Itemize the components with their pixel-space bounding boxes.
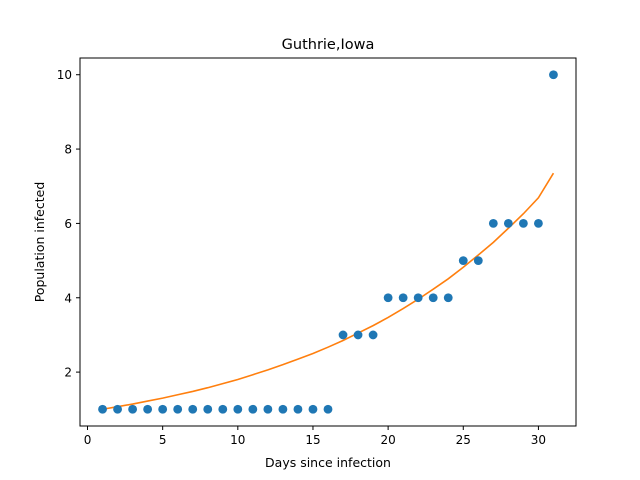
data-point: [158, 404, 168, 414]
data-point: [428, 293, 438, 303]
data-point: [143, 404, 153, 414]
x-tick-label: 15: [305, 433, 320, 447]
data-point: [458, 256, 468, 265]
data-point: [308, 404, 318, 414]
y-tick-label: 2: [64, 366, 72, 380]
data-point: [113, 404, 122, 414]
data-point: [263, 404, 273, 414]
data-point: [323, 404, 333, 414]
x-tick-label: 5: [159, 433, 167, 447]
x-tick-label: 20: [380, 433, 395, 447]
data-point: [398, 293, 408, 303]
data-point: [549, 70, 558, 80]
axes-frame: [79, 57, 577, 427]
data-point: [188, 404, 198, 414]
data-point: [233, 404, 243, 414]
data-point: [413, 293, 423, 303]
y-axis-label: Population infected: [32, 182, 47, 303]
data-point: [173, 404, 183, 414]
data-point: [534, 219, 543, 228]
y-tick-label: 6: [64, 217, 72, 231]
data-point: [278, 404, 288, 414]
data-point: [338, 330, 348, 340]
data-point: [383, 293, 393, 303]
data-point: [128, 404, 138, 414]
fit-curve-line: [102, 172, 555, 411]
data-point: [218, 404, 228, 414]
data-point: [488, 219, 498, 228]
chart-title: Guthrie,Iowa: [282, 37, 375, 53]
x-tick-label: 25: [456, 433, 471, 447]
data-point: [443, 293, 453, 303]
data-point: [368, 330, 378, 340]
data-point: [518, 219, 528, 228]
x-tick-label: 10: [230, 433, 245, 447]
y-tick-label: 10: [57, 68, 72, 82]
y-tick-label: 8: [64, 143, 72, 157]
data-point: [98, 404, 107, 414]
data-point: [293, 404, 303, 414]
x-axis-label: Days since infection: [265, 455, 391, 470]
y-tick-label: 4: [64, 291, 72, 305]
x-tick-label: 0: [84, 433, 92, 447]
plot-area: 0 5 10 15 20 25 30 2 4 6 8 10: [57, 57, 577, 447]
data-point: [353, 330, 363, 340]
data-point: [248, 404, 258, 414]
data-point: [203, 404, 213, 414]
data-point: [473, 256, 483, 265]
data-point: [503, 219, 513, 228]
x-tick-label: 30: [531, 433, 546, 447]
